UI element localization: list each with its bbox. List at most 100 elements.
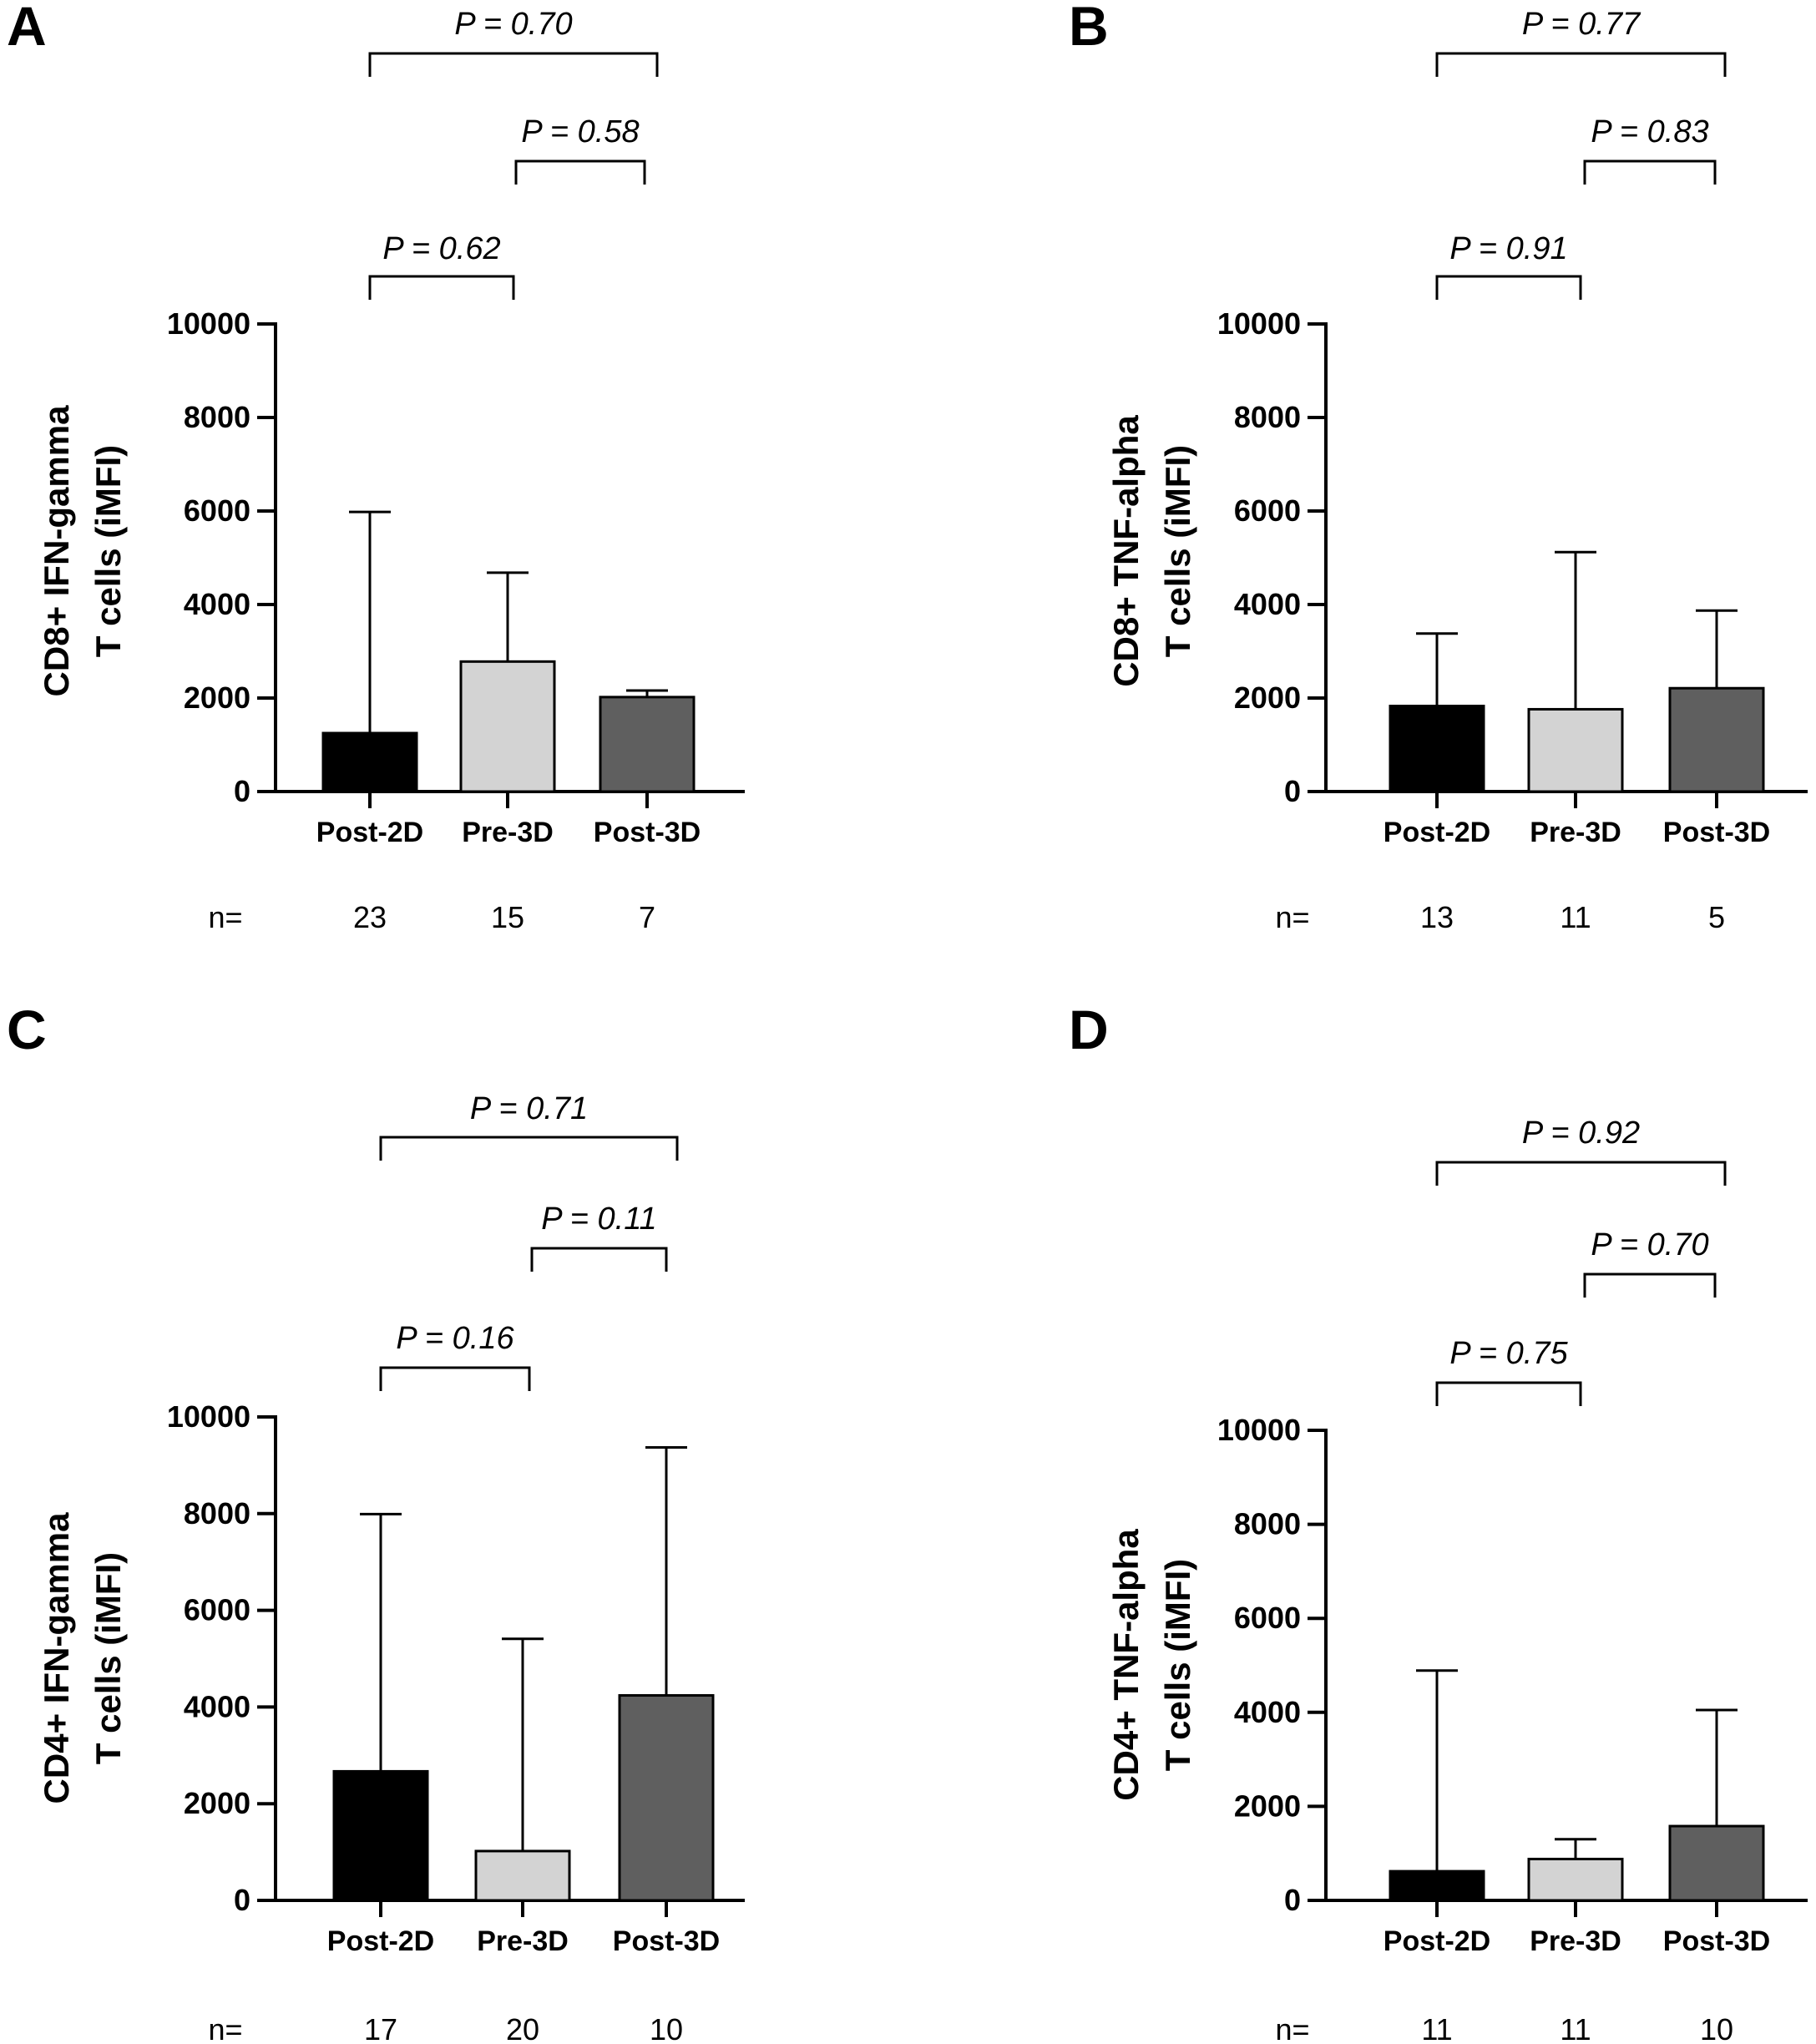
panel-letter: C — [7, 999, 47, 1060]
p-value-label: P = 0.16 — [396, 1321, 514, 1356]
p-value-label: P = 0.77 — [1522, 7, 1641, 42]
bar-pre-3d — [459, 660, 556, 793]
y-tick-label: 10000 — [167, 1399, 250, 1434]
n-value: 20 — [506, 2012, 539, 2044]
n-value: 11 — [1560, 2012, 1591, 2044]
p-value-label: P = 0.58 — [521, 114, 639, 149]
x-tick-label: Post-2D — [1383, 817, 1490, 848]
y-tick-label: 10000 — [1217, 306, 1301, 341]
n-value: 10 — [1700, 2012, 1733, 2044]
n-value: 13 — [1420, 900, 1454, 934]
p-value-label: P = 0.70 — [1591, 1227, 1708, 1262]
y-tick-label: 6000 — [184, 1593, 250, 1627]
y-axis-label: CD4+ TNF-alpha — [1106, 1529, 1146, 1801]
comparison-bracket — [1435, 275, 1582, 300]
y-tick-label: 6000 — [184, 493, 250, 528]
n-value: 11 — [1560, 900, 1591, 934]
n-value: 5 — [1708, 900, 1725, 934]
x-tick-label: Post-2D — [316, 817, 423, 848]
bar-post-3d — [599, 696, 696, 793]
comparison-bracket — [1435, 1381, 1582, 1406]
n-value: 7 — [639, 900, 655, 934]
y-tick-label: 0 — [234, 774, 250, 808]
y-tick-label: 0 — [234, 1883, 250, 1917]
y-tick-label: 10000 — [167, 306, 250, 341]
y-tick-label: 2000 — [184, 1786, 250, 1820]
y-axis-label: T cells (iMFI) — [1158, 1559, 1197, 1771]
y-tick-label: 2000 — [184, 680, 250, 715]
x-tick-label: Pre-3D — [462, 817, 554, 848]
n-value: 15 — [491, 900, 524, 934]
y-tick-label: 0 — [1284, 1883, 1301, 1917]
comparison-bracket — [1435, 1161, 1727, 1186]
x-tick-label: Post-3D — [1663, 817, 1770, 848]
x-tick-label: Pre-3D — [1530, 1925, 1621, 1957]
x-tick-label: Pre-3D — [1530, 817, 1621, 848]
n-label: n= — [1275, 900, 1309, 934]
panel-d: D 0 2000 4000 6000 8000 10000 CD4+ TNF-alpha T c… — [1069, 999, 1808, 2044]
comparison-bracket — [1583, 159, 1717, 185]
n-label: n= — [1275, 2012, 1309, 2044]
comparison-bracket — [514, 159, 646, 185]
comparison-bracket — [379, 1136, 679, 1161]
comparison-bracket — [368, 52, 659, 77]
y-tick-label: 2000 — [1234, 680, 1301, 715]
p-value-label: P = 0.70 — [454, 7, 572, 42]
n-value: 11 — [1421, 2012, 1452, 2044]
y-tick-label: 4000 — [184, 587, 250, 621]
bar-pre-3d — [1527, 1857, 1624, 1902]
comparison-bracket — [379, 1366, 531, 1391]
y-tick-label: 6000 — [1234, 493, 1301, 528]
panel-letter: A — [7, 0, 47, 57]
p-value-label: P = 0.11 — [541, 1202, 656, 1237]
bar-post-3d — [1668, 1824, 1765, 1902]
x-tick-label: Post-2D — [1383, 1925, 1490, 1957]
comparison-bracket — [368, 275, 515, 300]
y-tick-label: 4000 — [1234, 1695, 1301, 1729]
bar-post-3d — [1668, 686, 1765, 793]
y-tick-label: 8000 — [1234, 400, 1301, 434]
x-tick-label: Post-3D — [613, 1925, 720, 1957]
y-tick-label: 8000 — [184, 1496, 250, 1530]
p-value-label: P = 0.62 — [382, 231, 500, 266]
y-tick-label: 8000 — [184, 400, 250, 434]
y-axis-label: CD8+ TNF-alpha — [1106, 415, 1146, 687]
bar-post-2d — [332, 1769, 429, 1902]
n-value: 17 — [364, 2012, 397, 2044]
y-tick-label: 0 — [1284, 774, 1301, 808]
p-value-label: P = 0.91 — [1449, 231, 1567, 266]
x-tick-label: Post-3D — [1663, 1925, 1770, 1957]
n-label: n= — [208, 2012, 242, 2044]
y-axis-label: T cells (iMFI) — [1158, 445, 1197, 657]
y-tick-label: 2000 — [1234, 1788, 1301, 1823]
panel-c: C 0 2000 4000 6000 8000 10000 CD4+ IFN-gamma T c… — [7, 999, 745, 2044]
bar-pre-3d — [1527, 707, 1624, 793]
bar-post-2d — [1389, 705, 1485, 793]
comparison-bracket — [1435, 52, 1727, 77]
panel-a: A 0 2000 4000 6000 8000 10000 CD8+ IFN-gamma T c… — [7, 0, 745, 934]
p-value-label: P = 0.75 — [1449, 1336, 1568, 1371]
y-tick-label: 10000 — [1217, 1413, 1301, 1447]
panel-b: B 0 2000 4000 6000 8000 10000 CD8+ TNF-alpha T c… — [1069, 0, 1808, 934]
y-axis-label: CD8+ IFN-gamma — [37, 405, 76, 697]
p-value-label: P = 0.83 — [1591, 114, 1708, 149]
n-value: 10 — [650, 2012, 683, 2044]
x-tick-label: Post-3D — [594, 817, 701, 848]
p-value-label: P = 0.71 — [470, 1091, 588, 1126]
y-tick-label: 4000 — [184, 1689, 250, 1723]
x-tick-label: Pre-3D — [477, 1925, 569, 1957]
y-axis-label: T cells (iMFI) — [89, 445, 128, 657]
n-label: n= — [208, 900, 242, 934]
comparison-bracket — [530, 1247, 668, 1272]
y-tick-label: 6000 — [1234, 1601, 1301, 1635]
comparison-bracket — [1583, 1272, 1717, 1298]
y-tick-label: 8000 — [1234, 1507, 1301, 1541]
bar-pre-3d — [474, 1849, 571, 1902]
y-axis-label: T cells (iMFI) — [89, 1552, 128, 1764]
bar-post-2d — [321, 731, 418, 793]
panel-letter: B — [1069, 0, 1109, 57]
y-axis-label: CD4+ IFN-gamma — [37, 1512, 76, 1804]
bar-post-3d — [618, 1694, 715, 1902]
panel-letter: D — [1069, 999, 1109, 1060]
